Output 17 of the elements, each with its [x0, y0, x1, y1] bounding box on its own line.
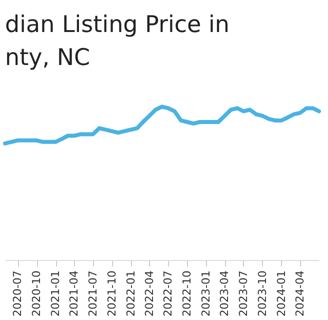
- x-tick-label: 2023-07: [236, 270, 250, 316]
- x-tick-label: 2022-10: [180, 270, 194, 316]
- x-tick-label: 2023-01: [200, 270, 213, 316]
- x-tick-label: 2020-10: [30, 270, 44, 316]
- x-tick-label: 2022-04: [142, 270, 156, 316]
- x-tick-label: 2021-10: [105, 270, 118, 316]
- x-tick-label: 2024-04: [294, 270, 307, 316]
- x-tick-label: 2021-04: [68, 270, 81, 316]
- x-tick-label: 2022-01: [124, 270, 138, 316]
- x-tick-label: 2020-07: [11, 270, 24, 316]
- x-tick-label: 2021-07: [86, 270, 100, 316]
- chart-title: dian Listing Price in nty, NC: [5, 12, 230, 71]
- x-tick-label: 2022-07: [162, 270, 175, 316]
- x-tick-label: 2023-04: [218, 270, 232, 316]
- x-tick-label: 2021-01: [49, 270, 62, 316]
- x-tick-label: 2023-10: [256, 270, 269, 316]
- x-tick-label: 2024-01: [274, 270, 288, 316]
